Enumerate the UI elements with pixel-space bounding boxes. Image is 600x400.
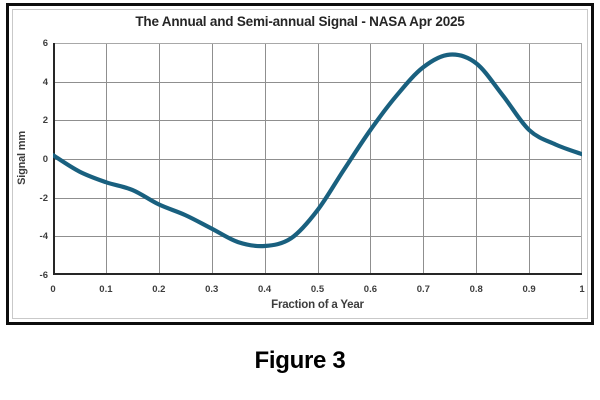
x-tick-label: 0.1 [99, 284, 113, 295]
x-axis-title: Fraction of a Year [271, 299, 364, 311]
chart-figure: The Annual and Semi-annual Signal - NASA… [6, 3, 594, 325]
y-tick-label: -2 [39, 192, 48, 204]
y-tick-label: -6 [39, 270, 48, 281]
y-axis-title: Signal mm [16, 131, 28, 185]
y-tick-label: 0 [42, 154, 48, 165]
x-tick-label: 0.4 [257, 284, 272, 295]
y-tick-label: -4 [39, 231, 48, 243]
x-tick-label: 1 [579, 284, 585, 295]
x-tick-label: 0.7 [416, 284, 430, 295]
x-tick-label: 0 [50, 284, 56, 295]
x-tick-label: 0.6 [363, 284, 377, 295]
chart-title: The Annual and Semi-annual Signal - NASA… [135, 14, 465, 29]
x-tick-label: 0.9 [522, 284, 536, 295]
plot-area [53, 43, 582, 275]
x-tick-label: 0.3 [205, 284, 219, 295]
x-tick-label: 0.5 [310, 284, 325, 295]
signal-curve [53, 52, 582, 249]
y-tick-label: 2 [42, 115, 48, 127]
y-tick-label: 6 [42, 38, 48, 49]
y-tick-label: 4 [42, 76, 48, 88]
figure-caption: Figure 3 [254, 347, 346, 374]
x-tick-label: 0.2 [152, 284, 166, 295]
x-tick-label: 0.8 [469, 284, 483, 295]
